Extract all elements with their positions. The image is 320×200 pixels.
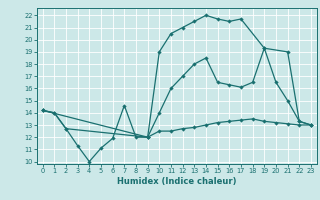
X-axis label: Humidex (Indice chaleur): Humidex (Indice chaleur) — [117, 177, 236, 186]
